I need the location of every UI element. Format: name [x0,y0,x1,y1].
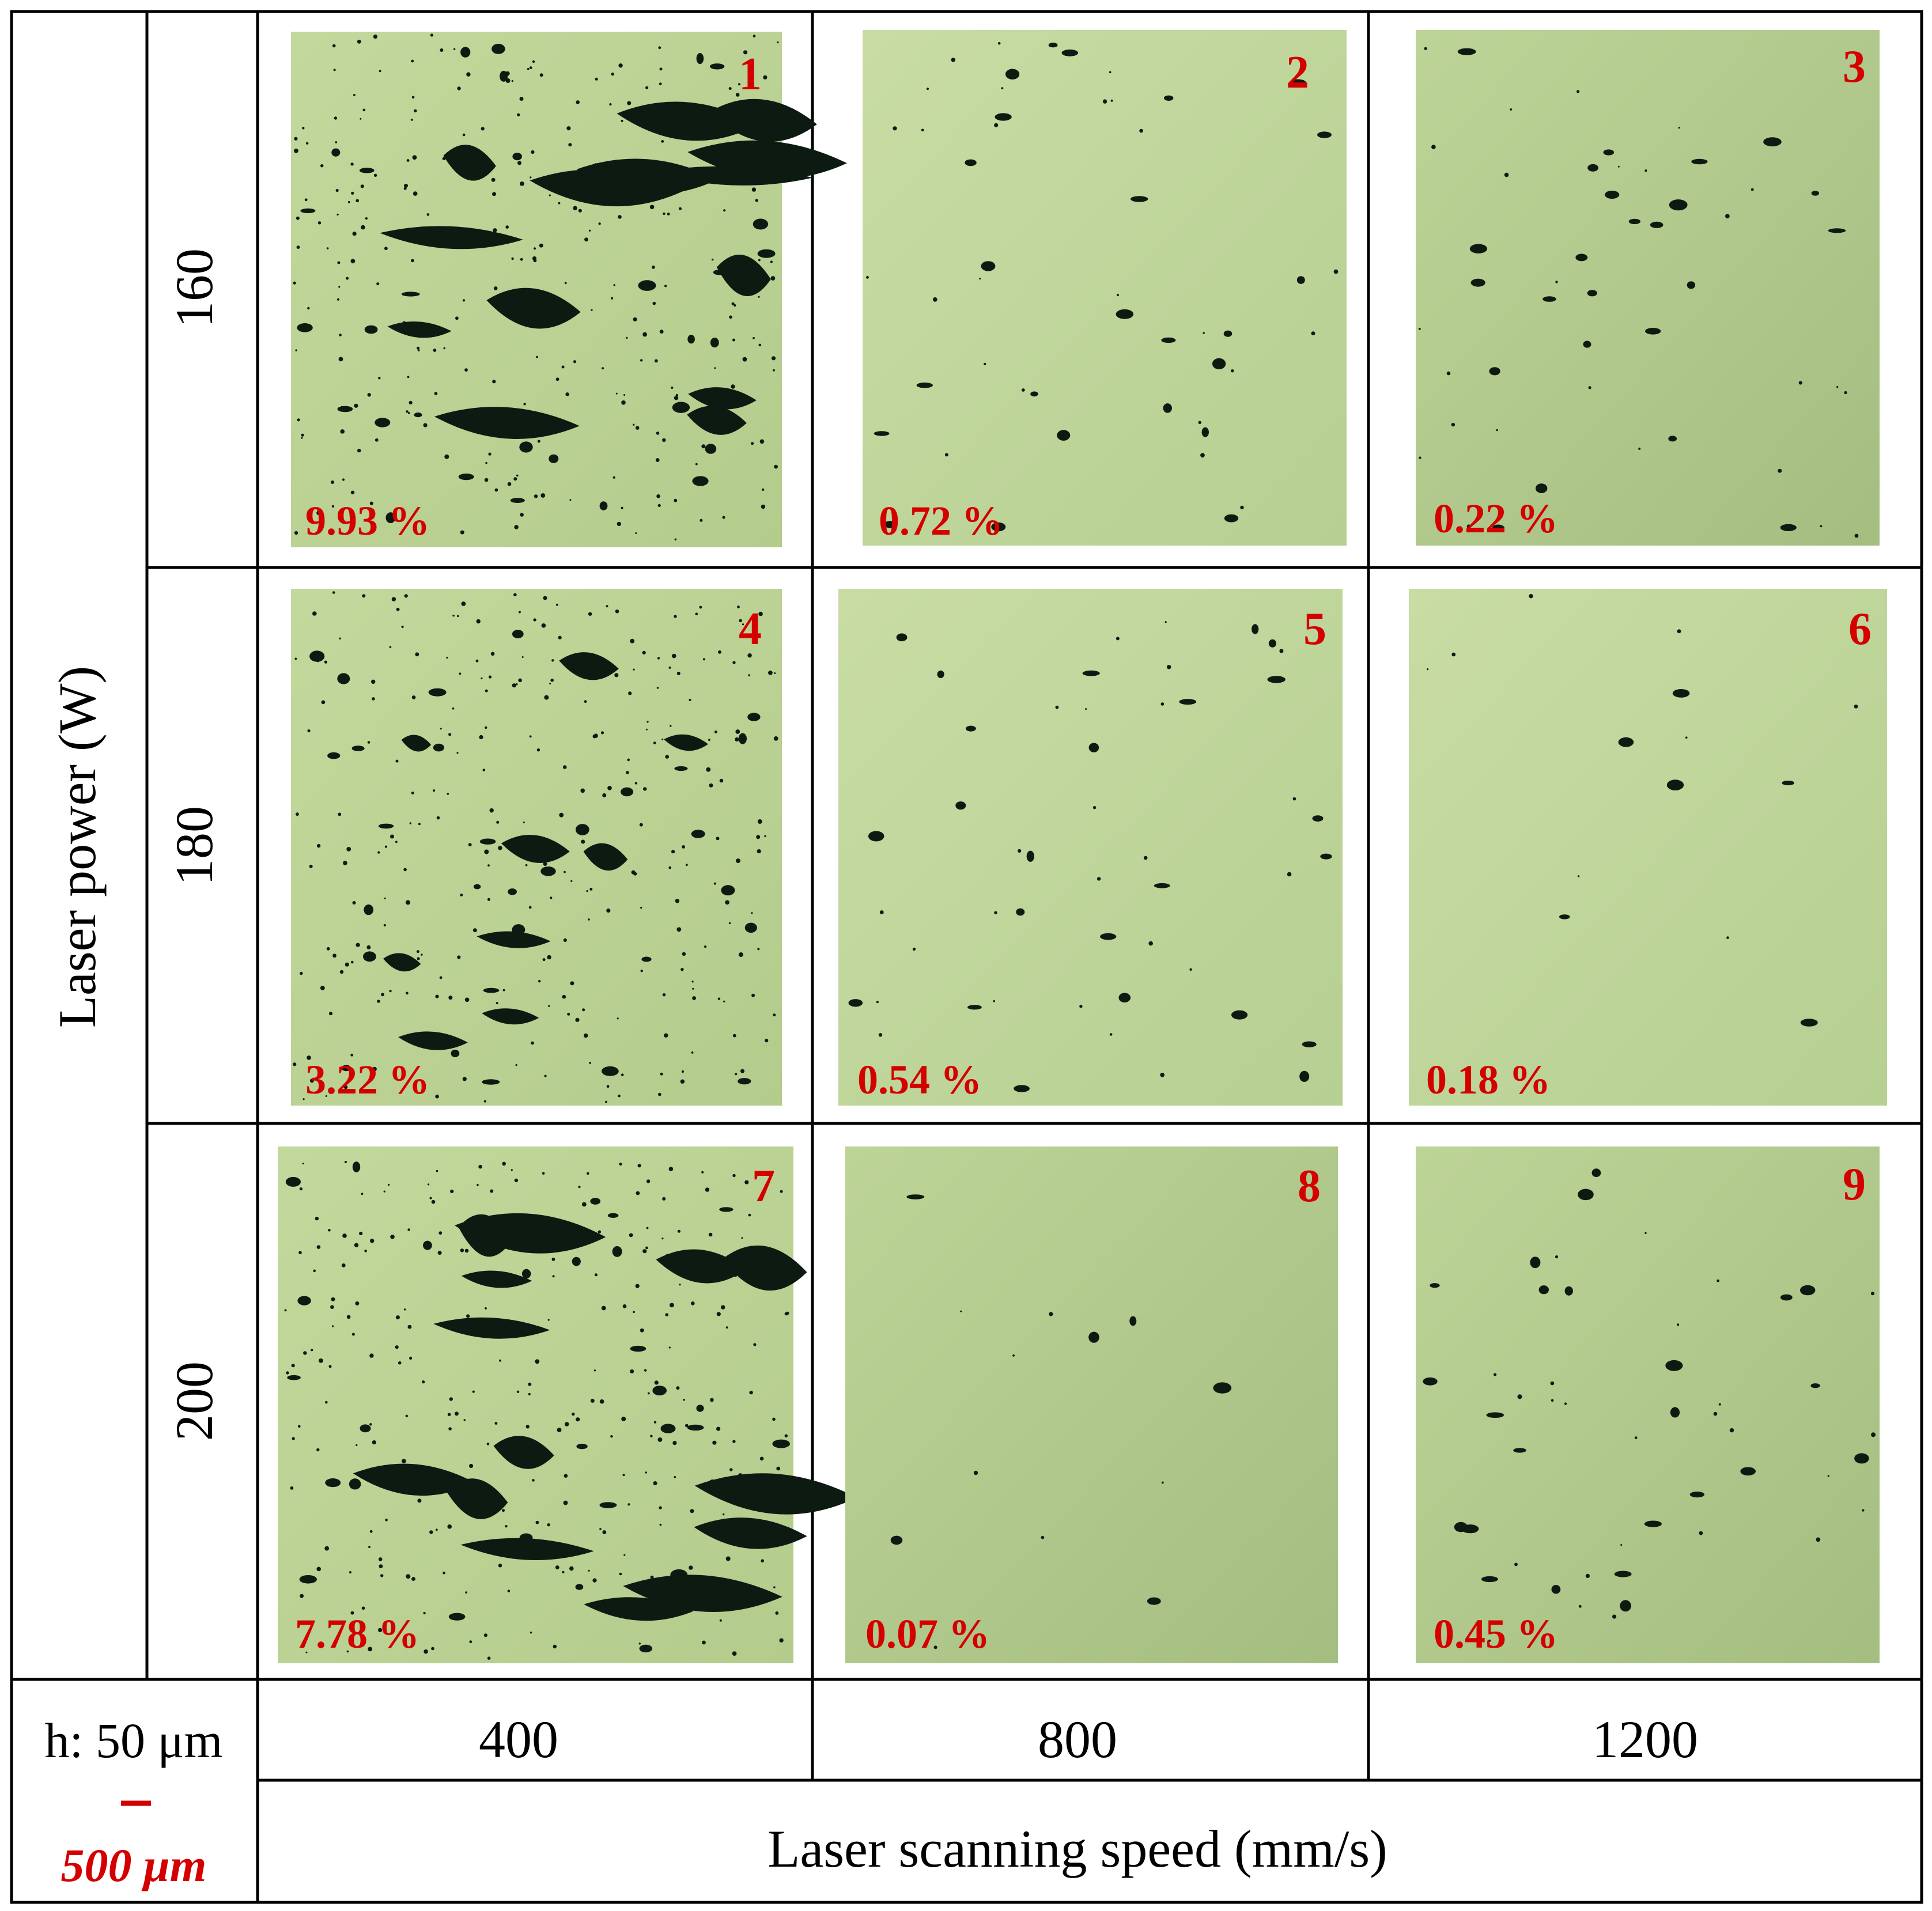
col-label-speed-800: 800 [1038,1710,1117,1769]
panel-number-3: 3 [1843,41,1866,92]
panel-porosity-4: 3.22 % [305,1057,430,1103]
panel-porosity-3: 0.22 % [1434,495,1558,542]
panel-number-8: 8 [1298,1161,1321,1212]
panel-number-6: 6 [1848,604,1871,654]
micrograph-image-3 [1416,30,1880,546]
micrograph-image-6 [1409,589,1887,1106]
scanning-speed-axis-label: Laser scanning speed (mm/s) [767,1819,1387,1878]
panel-labels-layer: 1 9.93 % 2 0.72 % 3 0.22 % 4 3.22 % 5 0.… [295,41,1871,1657]
panel-number-9: 9 [1843,1159,1866,1210]
panel-porosity-2: 0.72 % [879,498,1003,544]
hatch-spacing-label: h: 50 μm [45,1713,223,1768]
micrographs-layer [278,30,1887,1663]
panel-number-4: 4 [739,604,762,654]
panel-number-7: 7 [752,1161,775,1212]
panel-porosity-6: 0.18 % [1426,1057,1551,1103]
row-label-power-200: 200 [165,1361,224,1441]
micrograph-image-9 [1416,1146,1880,1663]
panel-porosity-9: 0.45 % [1434,1611,1558,1657]
laser-power-axis-label: Laser power (W) [48,666,107,1028]
scale-bar-label: 500 μm [61,1839,207,1891]
micrograph-image-5 [838,589,1343,1106]
micrograph-image-2 [863,30,1347,546]
panel-porosity-7: 7.78 % [295,1611,419,1657]
panel-number-1: 1 [739,49,762,100]
row-label-power-160: 160 [165,248,224,328]
panel-porosity-1: 9.93 % [305,498,430,544]
micrograph-image-1 [291,32,847,547]
micrograph-image-7 [278,1146,857,1663]
col-label-speed-1200: 1200 [1592,1710,1698,1769]
col-label-speed-400: 400 [479,1710,558,1769]
panel-porosity-8: 0.07 % [865,1611,990,1657]
panel-number-5: 5 [1303,604,1326,654]
panel-number-2: 2 [1286,47,1309,98]
panel-porosity-5: 0.54 % [857,1057,982,1103]
micrograph-image-4 [291,589,782,1106]
table-grid [10,10,1923,1904]
row-label-power-180: 180 [165,806,224,886]
micrograph-image-8 [845,1146,1338,1663]
